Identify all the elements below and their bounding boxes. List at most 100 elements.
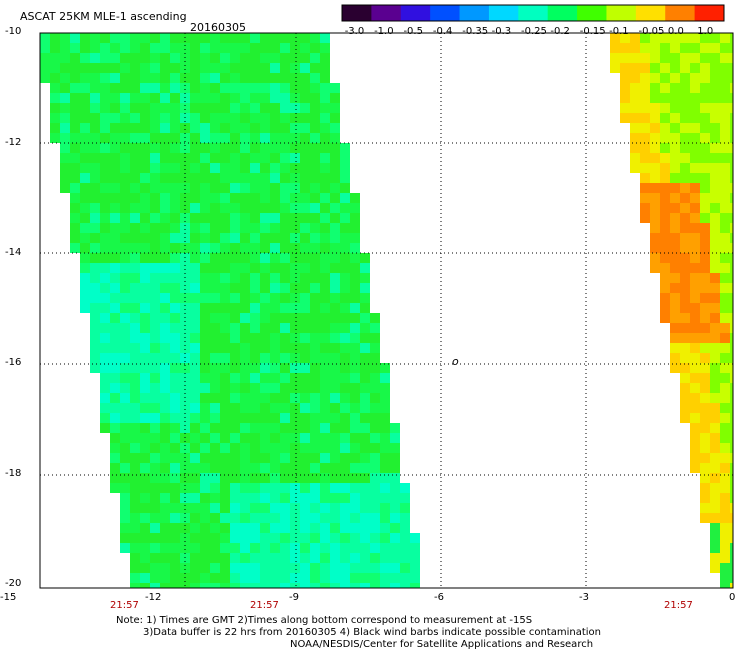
swath-cell: [140, 423, 150, 433]
swath-cell: [150, 473, 160, 483]
swath-cell: [240, 363, 250, 373]
swath-cell: [100, 363, 110, 373]
swath-cell: [170, 493, 180, 503]
swath-cell: [150, 563, 160, 573]
time-label: 21:57: [110, 600, 139, 611]
swath-cell: [60, 173, 70, 183]
swath-cell: [630, 83, 640, 93]
swath-cell: [60, 93, 70, 103]
swath-cell: [280, 83, 290, 93]
swath-cell: [250, 43, 260, 53]
swath-cell: [320, 573, 330, 583]
swath-cell: [150, 103, 160, 113]
swath-cell: [140, 143, 150, 153]
swath-cell: [660, 173, 670, 183]
swath-cell: [200, 553, 210, 563]
swath-cell: [300, 73, 310, 83]
swath-cell: [330, 543, 340, 553]
swath-cell: [280, 303, 290, 313]
swath-cell: [240, 583, 250, 588]
swath-cell: [110, 113, 120, 123]
swath-cell: [720, 483, 730, 493]
swath-cell: [150, 233, 160, 243]
swath-cell: [250, 293, 260, 303]
swath-cell: [200, 43, 210, 53]
swath-cell: [670, 183, 680, 193]
swath-cell: [330, 433, 340, 443]
swath-cell: [180, 243, 190, 253]
swath-cell: [140, 403, 150, 413]
swath-cell: [360, 423, 370, 433]
swath-cell: [170, 573, 180, 583]
swath-cell: [330, 553, 340, 563]
swath-cell: [270, 363, 280, 373]
swath-cell: [690, 193, 700, 203]
swath-cell: [190, 393, 200, 403]
swath-cell: [720, 393, 730, 403]
swath-cell: [720, 403, 730, 413]
swath-cell: [130, 183, 140, 193]
swath-cell: [640, 213, 650, 223]
swath-cell: [150, 133, 160, 143]
swath-cell: [660, 183, 670, 193]
swath-cell: [140, 243, 150, 253]
swath-cell: [240, 273, 250, 283]
swath-cell: [720, 343, 730, 353]
swath-cell: [300, 443, 310, 453]
swath-cell: [360, 313, 370, 323]
swath-cell: [680, 233, 690, 243]
swath-cell: [710, 243, 720, 253]
swath-cell: [210, 123, 220, 133]
swath-cell: [230, 213, 240, 223]
swath-cell: [140, 43, 150, 53]
swath-cell: [730, 393, 733, 403]
swath-cell: [350, 473, 360, 483]
swath-cell: [150, 533, 160, 543]
swath-cell: [140, 563, 150, 573]
swath-cell: [120, 543, 130, 553]
swath-cell: [140, 33, 150, 43]
swath-cell: [230, 463, 240, 473]
swath-cell: [270, 73, 280, 83]
swath-cell: [150, 173, 160, 183]
swath-cell: [670, 133, 680, 143]
swath-cell: [140, 273, 150, 283]
swath-cell: [280, 403, 290, 413]
swath-cell: [80, 183, 90, 193]
swath-cell: [110, 53, 120, 63]
swath-cell: [90, 243, 100, 253]
swath-cell: [340, 393, 350, 403]
swath-cell: [240, 133, 250, 143]
swath-cell: [220, 443, 230, 453]
swath-cell: [670, 273, 680, 283]
swath-cell: [670, 243, 680, 253]
swath-cell: [230, 203, 240, 213]
swath-cell: [240, 333, 250, 343]
swath-cell: [70, 203, 80, 213]
swath-cell: [380, 513, 390, 523]
swath-cell: [380, 373, 390, 383]
swath-cell: [320, 43, 330, 53]
swath-cell: [90, 63, 100, 73]
swath-cell: [170, 533, 180, 543]
swath-cell: [170, 553, 180, 563]
swath-cell: [300, 453, 310, 463]
swath-cell: [140, 83, 150, 93]
swath-cell: [180, 363, 190, 373]
swath-cell: [690, 183, 700, 193]
swath-cell: [310, 153, 320, 163]
swath-cell: [320, 453, 330, 463]
swath-cell: [700, 253, 710, 263]
swath-cell: [300, 413, 310, 423]
swath-cell: [170, 73, 180, 83]
swath-cell: [670, 103, 680, 113]
swath-cell: [720, 373, 730, 383]
swath-cell: [370, 343, 380, 353]
swath-cell: [320, 413, 330, 423]
swath-cell: [170, 343, 180, 353]
swath-cell: [300, 513, 310, 523]
swath-cell: [260, 213, 270, 223]
swath-cell: [200, 363, 210, 373]
swath-cell: [110, 123, 120, 133]
swath-cell: [690, 313, 700, 323]
